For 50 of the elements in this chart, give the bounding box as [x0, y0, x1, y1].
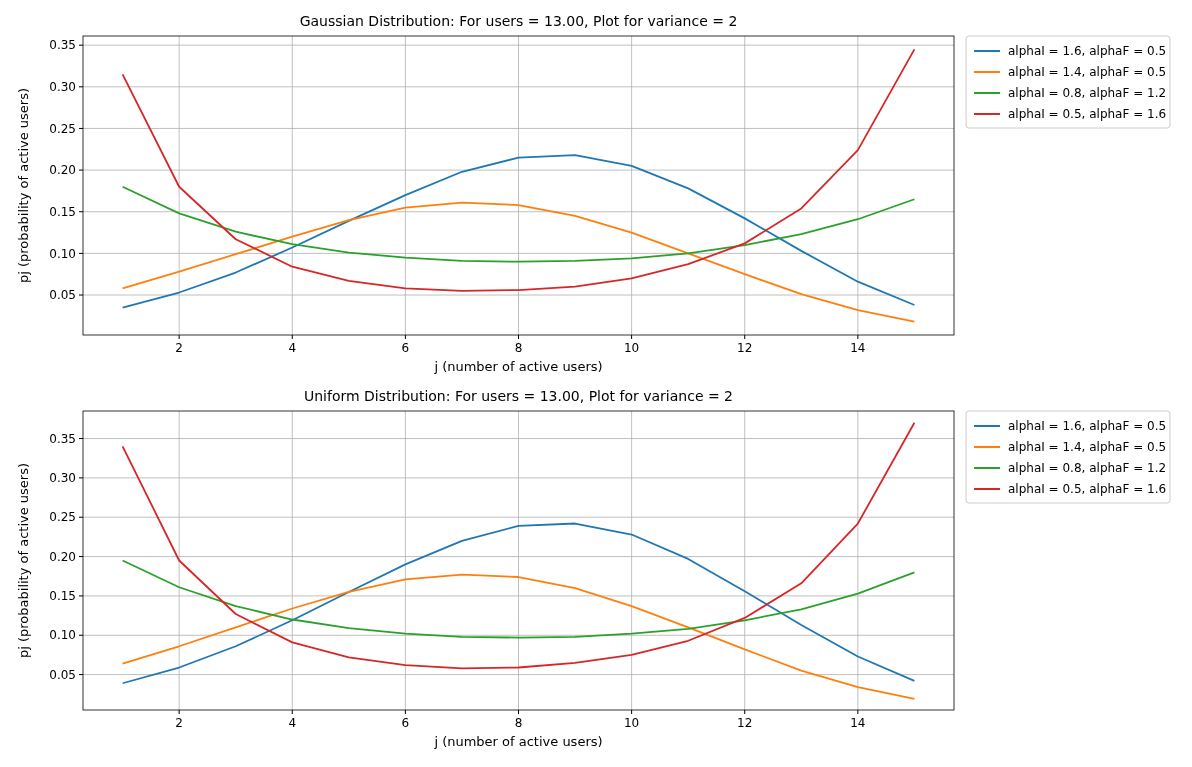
line-series — [121, 48, 916, 292]
line-series — [121, 559, 916, 639]
legend-label: alphaI = 0.8, alphaF = 1.2 — [1008, 86, 1167, 101]
legend-label: alphaI = 1.6, alphaF = 0.5 — [1008, 44, 1167, 59]
line-series — [121, 185, 916, 263]
line-series — [121, 201, 916, 323]
line-series — [121, 421, 916, 670]
y-tick-label: 0.30 — [49, 471, 76, 486]
x-tick-label: 6 — [401, 716, 410, 730]
legend-label: alphaI = 0.5, alphaF = 1.6 — [1008, 482, 1167, 497]
x-tick-label: 2 — [175, 716, 183, 730]
y-tick-label: 0.25 — [49, 121, 76, 136]
x-tick-label: 14 — [850, 341, 866, 355]
y-tick-label: 0.35 — [49, 431, 76, 446]
legend-label: alphaI = 1.4, alphaF = 0.5 — [1008, 440, 1167, 455]
x-tick-label: 10 — [623, 341, 640, 355]
y-tick-label: 0.35 — [49, 38, 76, 53]
x-tick-label: 8 — [514, 716, 523, 730]
y-tick-label: 0.25 — [49, 510, 76, 525]
y-tick-label: 0.10 — [49, 246, 76, 261]
y-tick-label: 0.30 — [49, 80, 76, 95]
line-series — [121, 522, 916, 685]
x-tick-label: 6 — [401, 341, 410, 355]
y-tick-label: 0.05 — [49, 288, 76, 303]
legend-label: alphaI = 1.4, alphaF = 0.5 — [1008, 65, 1167, 80]
x-tick-label: 12 — [737, 341, 753, 355]
x-tick-label: 4 — [288, 341, 297, 355]
x-axis-title: j (number of active users) — [433, 359, 603, 374]
chart-title: Gaussian Distribution: For users = 13.00, Plot for variance = 2 — [299, 13, 738, 29]
x-tick-label: 2 — [175, 341, 183, 355]
y-tick-label: 0.05 — [49, 667, 76, 682]
x-tick-label: 12 — [737, 716, 753, 730]
y-axis-title: pj (probability of active users) — [16, 87, 31, 284]
x-tick-label: 10 — [623, 716, 640, 730]
y-tick-label: 0.20 — [49, 163, 76, 178]
y-tick-label: 0.15 — [49, 589, 76, 604]
legend-label: alphaI = 0.5, alphaF = 1.6 — [1008, 107, 1167, 122]
x-tick-label: 14 — [850, 716, 866, 730]
x-axis-title: j (number of active users) — [433, 734, 603, 749]
chart-title: Uniform Distribution: For users = 13.00, Plot for variance = 2 — [303, 388, 734, 404]
x-tick-label: 4 — [288, 716, 297, 730]
legend-label: alphaI = 0.8, alphaF = 1.2 — [1008, 461, 1167, 476]
line-series — [121, 573, 916, 700]
y-tick-label: 0.10 — [49, 628, 76, 643]
line-series — [121, 154, 916, 309]
y-axis-title: pj (probability of active users) — [16, 462, 31, 659]
legend-label: alphaI = 1.6, alphaF = 0.5 — [1008, 419, 1167, 434]
x-tick-label: 8 — [514, 341, 523, 355]
y-tick-label: 0.15 — [49, 204, 76, 219]
y-tick-label: 0.20 — [49, 549, 76, 564]
